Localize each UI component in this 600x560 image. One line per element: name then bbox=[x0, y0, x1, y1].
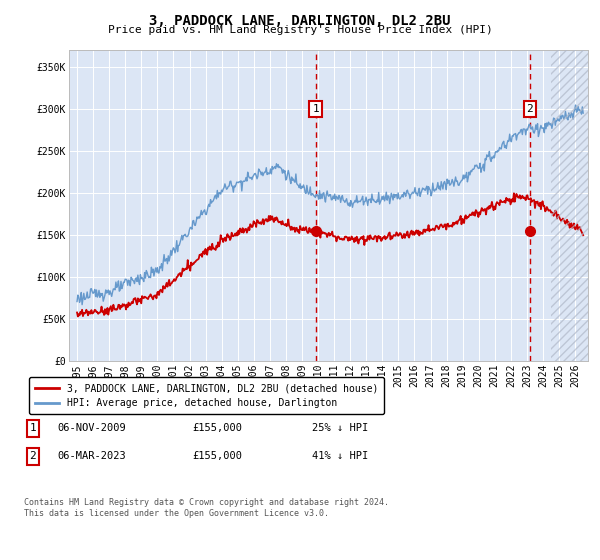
Text: 06-MAR-2023: 06-MAR-2023 bbox=[57, 451, 126, 461]
Legend: 3, PADDOCK LANE, DARLINGTON, DL2 2BU (detached house), HPI: Average price, detac: 3, PADDOCK LANE, DARLINGTON, DL2 2BU (de… bbox=[29, 377, 384, 414]
Text: 1: 1 bbox=[29, 423, 37, 433]
Text: Price paid vs. HM Land Registry's House Price Index (HPI): Price paid vs. HM Land Registry's House … bbox=[107, 25, 493, 35]
Text: 2: 2 bbox=[29, 451, 37, 461]
Text: 25% ↓ HPI: 25% ↓ HPI bbox=[312, 423, 368, 433]
Text: £155,000: £155,000 bbox=[192, 451, 242, 461]
Text: 06-NOV-2009: 06-NOV-2009 bbox=[57, 423, 126, 433]
Text: 1: 1 bbox=[312, 104, 319, 114]
Text: Contains HM Land Registry data © Crown copyright and database right 2024.
This d: Contains HM Land Registry data © Crown c… bbox=[24, 498, 389, 518]
Text: 2: 2 bbox=[526, 104, 533, 114]
Text: £155,000: £155,000 bbox=[192, 423, 242, 433]
Bar bbox=[551, 50, 588, 361]
Text: 3, PADDOCK LANE, DARLINGTON, DL2 2BU: 3, PADDOCK LANE, DARLINGTON, DL2 2BU bbox=[149, 14, 451, 28]
Text: 41% ↓ HPI: 41% ↓ HPI bbox=[312, 451, 368, 461]
